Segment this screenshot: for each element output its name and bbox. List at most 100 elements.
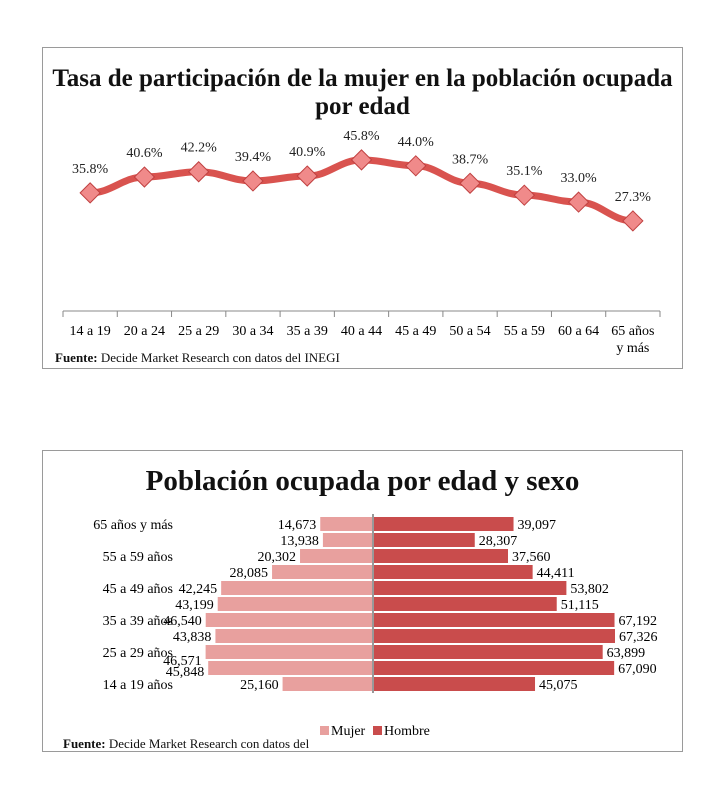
data-label-mujer: 45,848 [166,665,205,680]
bar-hombre [373,549,509,563]
data-label-hombre: 28,307 [479,534,518,549]
x-tick-label: 14 a 19 [70,324,111,339]
bar-hombre [373,533,475,547]
data-label-hombre: 44,411 [537,566,575,581]
x-tick-label: 65 años [611,324,654,339]
data-point-marker [350,149,373,171]
data-point-marker [567,191,590,213]
bar-hombre [373,677,536,691]
bar-hombre [373,645,603,659]
data-label-hombre: 45,075 [539,678,578,693]
data-label: 40.6% [126,146,163,161]
x-tick-label: 40 a 44 [341,324,382,339]
data-label: 33.0% [561,171,598,186]
bar-mujer [272,565,373,579]
source-text: Decide Market Research con datos del [105,736,310,751]
bar-mujer [322,533,373,547]
legend-label-hombre: Hombre [384,724,430,739]
data-label: 40.9% [289,145,326,160]
data-point-marker [622,210,644,232]
y-tick-label: 14 a 19 años [103,678,173,693]
data-label: 38.7% [452,152,489,167]
bar-mujer [205,613,373,627]
line-chart-panel: Tasa de participación de la mujer en la … [42,47,683,369]
data-label-mujer: 42,245 [179,582,218,597]
data-label: 45.8% [343,129,380,144]
bar-hombre [373,597,557,611]
data-label-mujer: 20,302 [258,550,297,565]
x-tick-label: 25 a 29 [178,324,219,339]
source-note: Fuente: Decide Market Research con datos… [63,736,309,752]
data-label-mujer: 46,540 [163,614,202,629]
data-label: 44.0% [398,135,435,150]
y-tick-label: 25 a 29 años [103,646,173,661]
x-tick-label: 60 a 64 [558,324,599,339]
bar-hombre [373,581,567,595]
source-text: Decide Market Research con datos del INE… [97,350,340,365]
data-point-marker [405,155,427,177]
data-label-hombre: 63,899 [607,646,646,661]
y-tick-label: 45 a 49 años [103,582,173,597]
data-label-hombre: 37,560 [512,550,551,565]
pyramid-chart: 14,673 39,097 65 años y más 13,938 28,307 20,… [93,514,658,739]
line-chart: 35.8% 14 a 19 40.6% 20 a 24 42.2% 25 a 29 39.4… [62,129,661,356]
bar-mujer [320,517,373,531]
y-tick-label: 35 a 39 años [103,614,173,629]
x-tick-label: y más [616,341,649,356]
chart-title: Tasa de participación de la mujer en la … [52,65,673,120]
legend-swatch-hombre [373,726,382,735]
data-label-mujer: 25,160 [240,678,279,693]
data-label: 35.8% [72,162,109,177]
bar-mujer [205,645,373,659]
x-tick-label: 35 a 39 [287,324,328,339]
bar-hombre [373,517,514,531]
bar-hombre [373,565,533,579]
x-tick-label: 55 a 59 [504,324,545,339]
data-label-hombre: 67,326 [619,630,658,645]
data-label-hombre: 67,090 [618,662,657,677]
bar-mujer [215,629,373,643]
bar-hombre [373,613,615,627]
data-label: 35.1% [506,164,543,179]
y-tick-label: 65 años y más [93,518,173,533]
source-label: Fuente: [55,350,98,365]
data-label-mujer: 14,673 [278,518,317,533]
bar-mujer [221,581,373,595]
bar-mujer [208,661,373,675]
data-label-hombre: 39,097 [518,518,557,533]
data-point-marker [133,166,156,188]
chart-title: Población ocupada por edad y sexo [145,465,580,497]
x-tick-label: 20 a 24 [124,324,165,339]
bar-mujer [217,597,373,611]
data-label-mujer: 46,571 [163,654,202,669]
y-tick-label: 55 a 59 años [103,550,173,565]
data-label-mujer: 28,085 [230,566,269,581]
source-note: Fuente: Decide Market Research con datos… [55,350,340,366]
data-label-hombre: 53,802 [570,582,609,597]
data-point-marker [296,165,318,187]
data-point-marker [513,184,536,206]
pyramid-chart-panel: Población ocupada por edad y sexo 14,673… [42,450,683,752]
bar-mujer [300,549,373,563]
legend-label-mujer: Mujer [331,724,366,739]
bar-hombre [373,629,615,643]
x-tick-label: 30 a 34 [232,324,273,339]
data-label: 27.3% [615,190,652,205]
data-point-marker [79,182,101,204]
bar-mujer [282,677,373,691]
source-label: Fuente: [63,736,106,751]
bar-hombre [373,661,615,675]
data-point-marker [242,170,264,192]
data-label: 42.2% [181,141,218,156]
data-label: 39.4% [235,150,271,165]
data-label-hombre: 67,192 [619,614,658,629]
data-label-hombre: 51,115 [561,598,599,613]
data-label-mujer: 13,938 [280,534,319,549]
x-tick-label: 45 a 49 [395,324,436,339]
legend-swatch-mujer [320,726,329,735]
data-label-mujer: 43,838 [173,630,212,645]
x-tick-label: 50 a 54 [449,324,490,339]
data-label-mujer: 43,199 [175,598,214,613]
data-point-marker [459,172,481,194]
data-point-marker [187,161,210,183]
